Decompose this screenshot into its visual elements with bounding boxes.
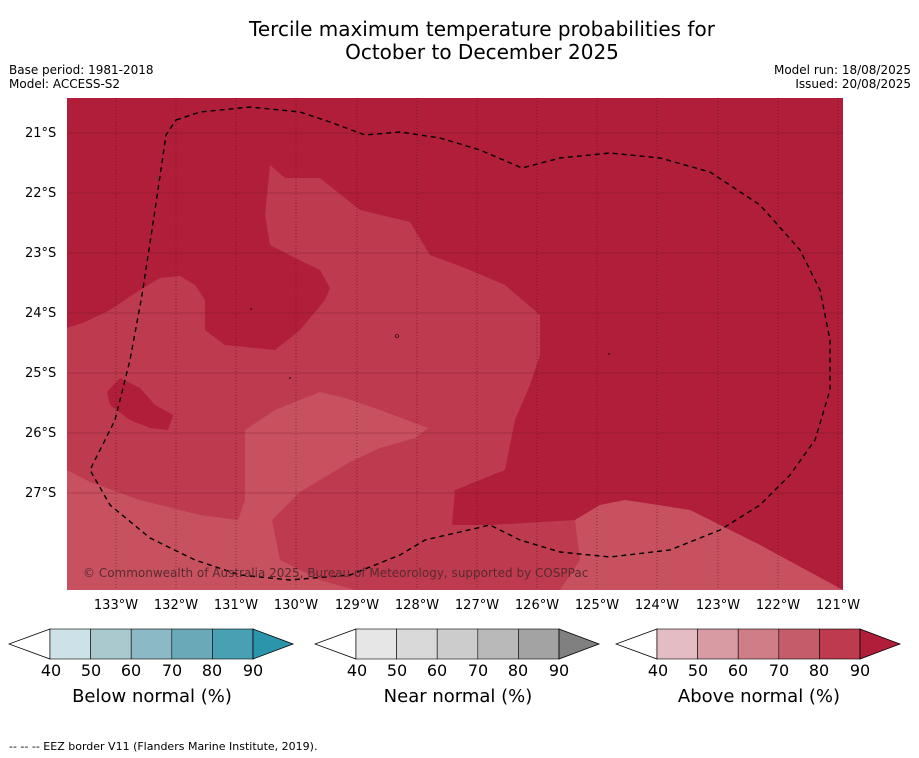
region-70-south [560,500,843,590]
colorbar-segment [49,628,91,660]
colorbar-segment [355,628,397,660]
colorbar-extend-high [252,628,295,660]
cbar-tick: 60 [120,661,142,680]
title-line-2: October to December 2025 [345,40,619,64]
colorbar-near-title: Near normal (%) [383,686,533,707]
cbar-tick: 50 [80,661,102,680]
region-70 [67,392,428,590]
cbar-tick: 50 [386,661,408,680]
eez-border [89,106,831,581]
model-run: Model run: 18/08/2025 [773,63,911,77]
lon-label: 130°W [273,598,319,613]
colorbar-segment [518,628,560,660]
lat-label: 22°S [25,186,57,201]
lat-label: 26°S [25,426,57,441]
cbar-tick: 80 [507,661,529,680]
lon-label: 131°W [213,598,259,613]
colorbar-extend-low [8,628,51,660]
lon-label: 128°W [394,598,440,613]
chart-title: Tercile maximum temperature probabilitie… [0,18,919,64]
lon-label: 127°W [454,598,500,613]
colorbar-extend-low [615,628,658,660]
cbar-tick: 90 [548,661,570,680]
cbar-tick: 80 [808,661,830,680]
island-marker [608,353,610,355]
title-line-1: Tercile maximum temperature probabilitie… [249,17,715,41]
colorbar-segment [819,628,861,660]
colorbar-segment [737,628,780,660]
colorbar-segment [130,628,173,660]
island-marker [289,377,291,379]
lon-label: 123°W [695,598,741,613]
cbar-tick: 70 [768,661,790,680]
cbar-tick: 40 [647,661,669,680]
island-marker [250,308,252,310]
colorbar-segment [90,628,132,660]
cbar-tick: 90 [849,661,871,680]
colorbar-segment [656,628,698,660]
footnote-eez: -- -- -- EEZ border V11 (Flanders Marine… [9,740,318,753]
cbar-tick: 90 [242,661,264,680]
lat-label: 25°S [25,366,57,381]
lat-label: 24°S [25,306,57,321]
colorbar-below-normal [8,628,295,660]
colorbar-extend-high [558,628,601,660]
colorbar-near-normal [314,628,601,660]
lon-label: 125°W [574,598,620,613]
cbar-tick: 40 [40,661,62,680]
lon-label: 122°W [755,598,801,613]
lon-label: 129°W [334,598,380,613]
island-marker [395,334,399,338]
lat-label: 21°S [25,126,57,141]
colorbar-below-title: Below normal (%) [72,686,232,707]
region-90-patch [107,378,173,430]
lon-label: 126°W [514,598,560,613]
colorbar-segment [778,628,820,660]
base-period: Base period: 1981-2018 [9,63,154,77]
colorbar-segment [477,628,519,660]
colorbar-extend-high [859,628,902,660]
lat-label: 27°S [25,486,57,501]
cbar-tick: 70 [161,661,183,680]
cbar-tick: 50 [687,661,709,680]
lon-label: 133°W [93,598,139,613]
cbar-tick: 60 [727,661,749,680]
colorbar-segment [171,628,213,660]
colorbar-extend-low [314,628,357,660]
cbar-tick: 70 [467,661,489,680]
region-70-patch [665,558,688,590]
meta-right: Model run: 18/08/2025 Issued: 20/08/2025 [774,63,911,91]
colorbar-above-normal [615,628,902,660]
model-name: Model: ACCESS-S2 [9,77,121,91]
lon-label: 132°W [153,598,199,613]
cbar-tick: 40 [346,661,368,680]
lon-label: 121°W [815,598,861,613]
copyright-watermark: © Commonwealth of Australia 2025, Bureau… [83,566,589,580]
cbar-tick: 60 [426,661,448,680]
colorbar-segment [396,628,438,660]
colorbar-segment [212,628,254,660]
cbar-tick: 80 [201,661,223,680]
colorbar-segment [697,628,739,660]
colorbar-segment [436,628,479,660]
colorbar-above-title: Above normal (%) [677,686,841,707]
issued-date: Issued: 20/08/2025 [795,77,911,91]
meta-left: Base period: 1981-2018 Model: ACCESS-S2 [9,63,154,91]
lon-label: 124°W [634,598,680,613]
lat-label: 23°S [25,246,57,261]
